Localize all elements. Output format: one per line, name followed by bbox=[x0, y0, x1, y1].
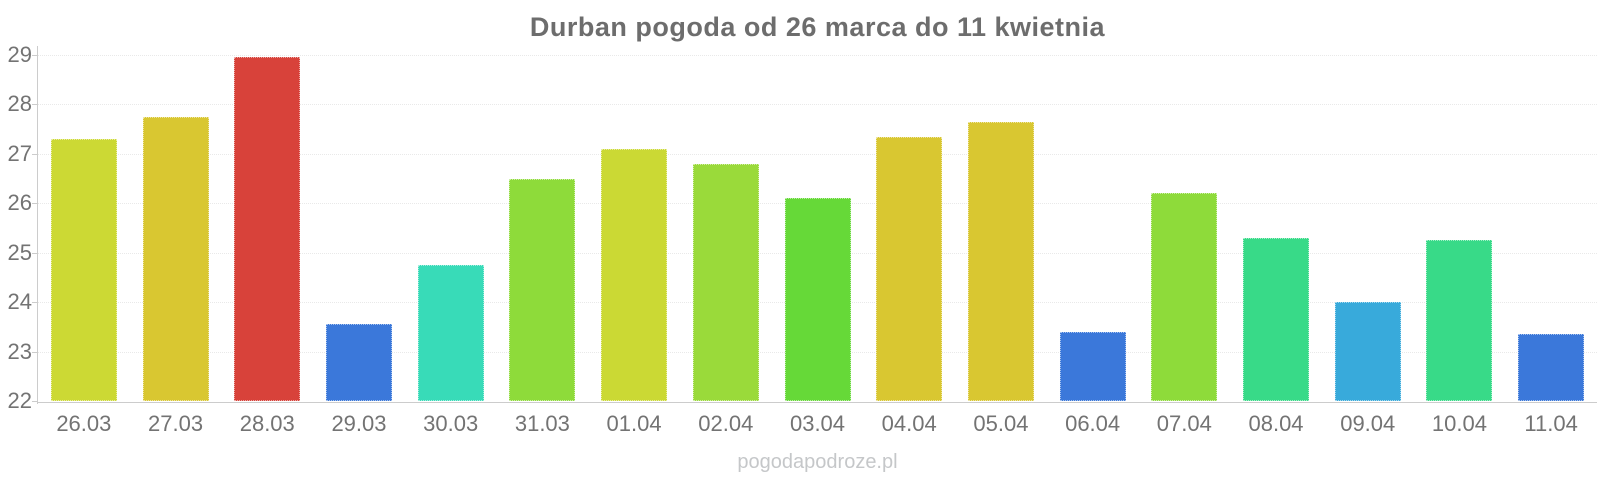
x-axis-label: 26.03 bbox=[56, 411, 112, 436]
y-axis-label: 25 bbox=[7, 239, 32, 265]
x-axis-label: 06.04 bbox=[1065, 411, 1121, 436]
x-axis-label: 08.04 bbox=[1248, 411, 1304, 436]
bar-03.04[interactable] bbox=[784, 198, 851, 401]
bar-30.03[interactable] bbox=[417, 265, 484, 401]
x-axis-label: 09.04 bbox=[1340, 411, 1396, 436]
bar-08.04[interactable] bbox=[1243, 237, 1310, 401]
x-axis-label: 28.03 bbox=[239, 411, 295, 436]
y-axis-tick bbox=[32, 55, 38, 56]
x-axis-label: 07.04 bbox=[1156, 411, 1212, 436]
x-axis-label: 04.04 bbox=[881, 411, 937, 436]
y-axis-tick bbox=[32, 153, 38, 155]
x-axis-label: 01.04 bbox=[606, 411, 662, 436]
x-axis-label: 11.04 bbox=[1524, 411, 1578, 436]
bar-11.04[interactable] bbox=[1518, 334, 1585, 401]
bar-05.04[interactable] bbox=[967, 121, 1034, 401]
y-axis-tick bbox=[32, 252, 38, 254]
watermark: pogodapodroze.pl bbox=[737, 451, 898, 473]
chart-title: Durban pogoda od 26 marca do 11 kwietnia bbox=[529, 12, 1106, 42]
y-axis-tick bbox=[32, 401, 38, 402]
bar-28.03[interactable] bbox=[234, 57, 301, 401]
y-axis-label: 24 bbox=[7, 289, 32, 315]
bar-27.03[interactable] bbox=[142, 116, 209, 401]
gridline bbox=[38, 55, 1597, 56]
y-axis-label: 26 bbox=[7, 190, 32, 216]
x-axis-label: 10.04 bbox=[1431, 411, 1487, 436]
y-axis-label: 29 bbox=[7, 42, 32, 67]
y-axis-tick bbox=[32, 104, 38, 106]
y-axis-tick bbox=[32, 203, 38, 205]
x-axis-label: 27.03 bbox=[148, 411, 204, 436]
bar-10.04[interactable] bbox=[1426, 240, 1493, 401]
y-axis-line bbox=[37, 46, 38, 404]
bar-07.04[interactable] bbox=[1151, 193, 1218, 401]
bar-02.04[interactable] bbox=[692, 163, 759, 401]
x-axis-label: 03.04 bbox=[789, 411, 846, 436]
bar-01.04[interactable] bbox=[601, 148, 668, 401]
x-axis-label: 05.04 bbox=[973, 411, 1029, 436]
bar-29.03[interactable] bbox=[325, 324, 392, 401]
x-axis-label: 29.03 bbox=[331, 411, 387, 436]
bar-26.03[interactable] bbox=[50, 139, 117, 401]
y-axis-label: 23 bbox=[7, 338, 32, 364]
x-axis-label: 02.04 bbox=[698, 411, 754, 436]
gridline bbox=[38, 153, 1597, 155]
x-axis-label: 31.03 bbox=[514, 411, 570, 436]
bar-31.03[interactable] bbox=[509, 178, 576, 401]
y-axis-tick bbox=[32, 302, 38, 304]
bar-09.04[interactable] bbox=[1334, 302, 1401, 401]
gridline bbox=[38, 104, 1597, 106]
x-axis-label: 30.03 bbox=[423, 411, 479, 436]
bar-06.04[interactable] bbox=[1059, 331, 1126, 401]
bar-04.04[interactable] bbox=[876, 136, 943, 401]
x-axis-line bbox=[38, 402, 1597, 403]
y-axis-label: 28 bbox=[7, 91, 32, 117]
y-axis-label: 22 bbox=[7, 388, 32, 413]
y-axis-label: 27 bbox=[7, 140, 32, 166]
y-axis-tick bbox=[32, 351, 38, 353]
